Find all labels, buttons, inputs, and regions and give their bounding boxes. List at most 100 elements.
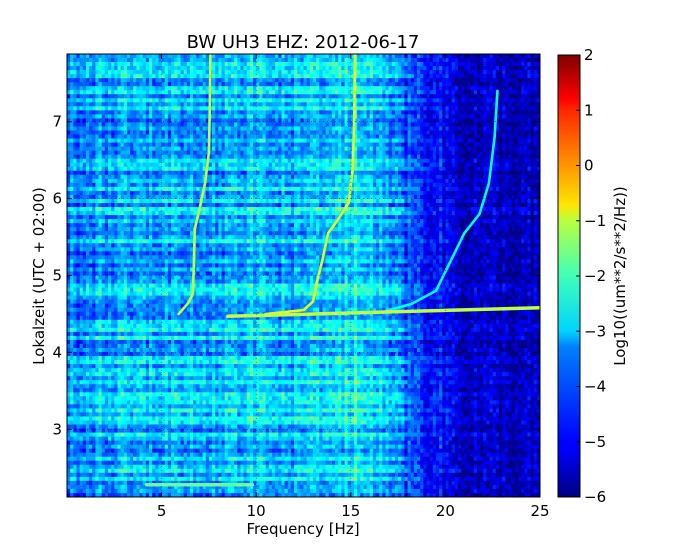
spectrogram-cell <box>451 54 456 59</box>
spectrogram-cell <box>148 86 153 91</box>
spectrogram-cell <box>246 110 251 116</box>
spectrogram-cell <box>215 78 219 83</box>
spectrogram-cell <box>256 98 260 103</box>
spectrogram-cell <box>473 98 478 103</box>
spectrogram-cell <box>369 54 374 59</box>
spectrogram-cell <box>385 134 390 140</box>
spectrogram-cell <box>407 58 412 63</box>
spectrogram-cell <box>133 106 137 111</box>
spectrogram-cell <box>202 82 207 87</box>
spectrogram-cell <box>136 86 141 91</box>
spectrogram-cell <box>183 126 188 132</box>
spectrogram-cell <box>530 86 535 91</box>
spectrogram-cell <box>111 74 115 79</box>
spectrogram-cell <box>499 66 503 71</box>
spectrogram-cell <box>243 90 248 95</box>
spectrogram-cell <box>461 114 465 120</box>
spectrogram-cell <box>442 130 446 136</box>
spectrogram-cell <box>492 82 497 87</box>
spectrogram-cell <box>420 78 424 83</box>
spectrogram-cell <box>259 86 264 91</box>
spectrogram-cell <box>174 110 178 116</box>
spectrogram-cell <box>316 130 320 136</box>
spectrogram-cell <box>372 54 377 59</box>
spectrogram-cell <box>189 110 194 116</box>
spectrogram-cell <box>530 114 535 120</box>
spectrogram-cell <box>376 94 380 99</box>
spectrogram-cell <box>502 114 506 120</box>
spectrogram-cell <box>196 138 201 144</box>
spectrogram-cell <box>249 142 254 148</box>
spectrogram-cell <box>442 90 446 95</box>
spectrogram-cell <box>123 62 128 67</box>
spectrogram-cell <box>297 130 301 136</box>
spectrogram-cell <box>114 98 119 103</box>
spectrogram-cell <box>193 74 197 79</box>
spectrogram-cell <box>413 54 418 59</box>
spectrogram-cell <box>410 106 415 111</box>
spectrogram-cell <box>177 78 182 83</box>
spectrogram-cell <box>309 86 314 91</box>
spectrogram-cell <box>136 78 141 83</box>
spectrogram-cell <box>275 90 279 95</box>
spectrogram-cell <box>218 134 223 140</box>
spectrogram-cell <box>363 94 368 99</box>
spectrogram-cell <box>180 66 185 71</box>
spectrogram-cell <box>278 86 283 91</box>
spectrogram-cell <box>230 54 235 59</box>
spectrogram-cell <box>391 66 396 71</box>
spectrogram-cell <box>319 118 324 124</box>
spectrogram-cell <box>148 134 153 140</box>
spectrogram-cell <box>205 134 210 140</box>
spectrogram-cell <box>319 78 324 83</box>
spectrogram-cell <box>85 134 90 140</box>
spectrogram-cell <box>316 102 320 107</box>
spectrogram-cell <box>253 118 257 124</box>
spectrogram-cell <box>385 122 390 128</box>
spectrogram-cell <box>309 106 314 111</box>
spectrogram-cell <box>145 58 150 63</box>
spectrogram-cell <box>335 110 339 116</box>
spectrogram-cell <box>300 130 305 136</box>
spectrogram-cell <box>193 78 197 83</box>
spectrogram-cell <box>104 94 109 99</box>
spectrogram-cell <box>73 54 78 59</box>
spectrogram-cell <box>429 102 434 107</box>
spectrogram-cell <box>130 122 134 128</box>
spectrogram-cell <box>281 114 286 120</box>
spectrogram-cell <box>442 62 446 67</box>
spectrogram-cell <box>300 58 305 63</box>
spectrogram-cell <box>432 126 437 132</box>
spectrogram-cell <box>309 74 314 79</box>
spectrogram-cell <box>92 122 96 128</box>
spectrogram-cell <box>183 110 188 116</box>
spectrogram-cell <box>391 126 396 132</box>
spectrogram-cell <box>527 74 532 79</box>
spectrogram-cell <box>404 62 409 67</box>
spectrogram-cell <box>401 74 405 79</box>
spectrogram-cell <box>508 102 513 107</box>
spectrogram-cell <box>454 106 459 111</box>
spectrogram-cell <box>499 58 503 63</box>
spectrogram-cell <box>316 78 320 83</box>
spectrogram-cell <box>341 74 346 79</box>
spectrogram-cell <box>164 82 169 87</box>
spectrogram-cell <box>287 122 292 128</box>
spectrogram-cell <box>196 102 201 107</box>
spectrogram-cell <box>391 134 396 140</box>
spectrogram-cell <box>183 130 188 136</box>
spectrogram-cell <box>480 74 484 79</box>
spectrogram-cell <box>136 110 141 116</box>
spectrogram-cell <box>271 98 276 103</box>
spectrogram-cell <box>454 130 459 136</box>
spectrogram-cell <box>278 74 283 79</box>
spectrogram-cell <box>142 110 147 116</box>
spectrogram-cell <box>467 66 472 71</box>
spectrogram-cell <box>448 114 453 120</box>
spectrogram-cell <box>145 106 150 111</box>
spectrogram-cell <box>391 74 396 79</box>
spectrogram-cell <box>511 98 516 103</box>
spectrogram-cell <box>126 98 131 103</box>
spectrogram-cell <box>262 70 267 75</box>
spectrogram-cell <box>502 90 506 95</box>
